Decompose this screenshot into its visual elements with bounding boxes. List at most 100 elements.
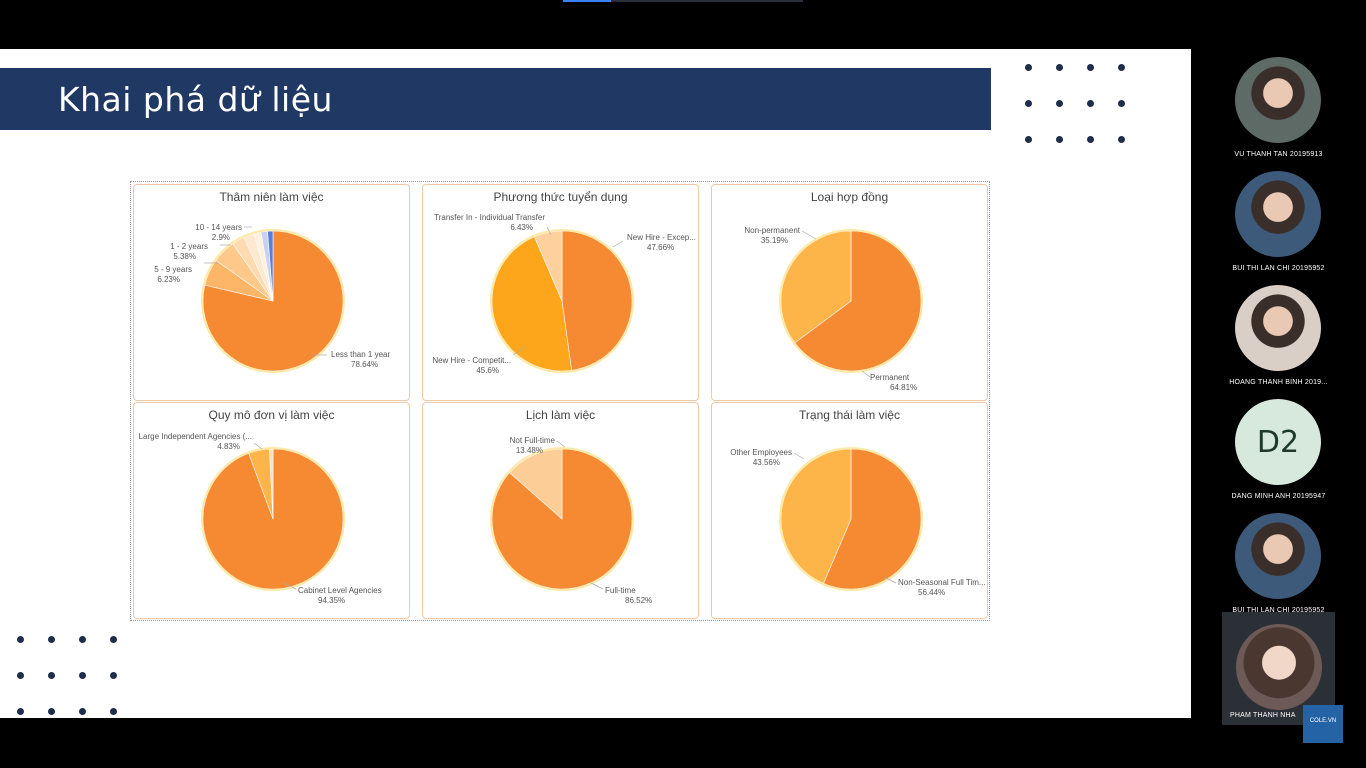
slice-percent-label: 6.43% bbox=[510, 223, 533, 232]
slice-label: Not Full-time bbox=[510, 436, 556, 445]
decor-dot bbox=[79, 636, 86, 643]
decor-dot bbox=[110, 708, 117, 715]
slice-label: Transfer In - Individual Transfer bbox=[434, 213, 545, 222]
slice-label: Other Employees bbox=[730, 448, 792, 457]
leader-line bbox=[793, 452, 805, 460]
slice-label: Cabinet Level Agencies bbox=[298, 586, 382, 595]
participant-initials-avatar: D2 bbox=[1235, 399, 1321, 485]
participant-avatar bbox=[1235, 171, 1321, 257]
screen-share-indicator bbox=[563, 0, 803, 2]
leader-line bbox=[556, 440, 566, 448]
slice-label: Non-permanent bbox=[744, 226, 800, 235]
chart-panel[interactable]: Permanent 64.81% Non-permanent 35.19% Loại h… bbox=[711, 184, 988, 401]
participant-avatar bbox=[1235, 57, 1321, 143]
participant-name: HOANG THANH BINH 2019... bbox=[1229, 379, 1328, 386]
slide-title: Khai phá dữ liệu bbox=[58, 80, 333, 119]
decor-dot bbox=[1056, 64, 1063, 71]
pie-outline bbox=[201, 229, 345, 373]
decor-dot bbox=[110, 672, 117, 679]
participant-name: VU THANH TAN 20195913 bbox=[1234, 151, 1323, 158]
slice-label: Permanent bbox=[870, 373, 910, 382]
chart-panel[interactable]: Less than 1 year 78.64% 5 - 9 years 6.23% 1 … bbox=[133, 184, 410, 401]
participant-avatar bbox=[1235, 513, 1321, 599]
pie-chart: New Hire - Excep...47.66% New Hire - Comp… bbox=[432, 213, 696, 375]
slice-label: 5 - 9 years bbox=[154, 265, 192, 274]
chart-panel[interactable]: New Hire - Excep... 47.66% New Hire - Comp… bbox=[422, 184, 699, 401]
decor-dot bbox=[110, 636, 117, 643]
participant-name: BUI THI LAN CHI 20195952 bbox=[1232, 265, 1325, 272]
pie-slice[interactable] bbox=[780, 230, 852, 344]
leader-line bbox=[612, 240, 624, 248]
pie-chart: Non-Seasonal Full Tim...56.44% Other Empl… bbox=[730, 447, 986, 597]
pie-outline bbox=[779, 447, 923, 591]
decor-dot bbox=[48, 672, 55, 679]
decor-dot bbox=[1056, 136, 1063, 143]
chart-title: Loại hợp đồng bbox=[810, 190, 889, 204]
decor-dots-top-right bbox=[1025, 64, 1130, 144]
participant-avatar bbox=[1236, 624, 1322, 710]
chart-title: Phương thức tuyển dụng bbox=[493, 190, 628, 204]
watermark-logo: COLE.VN bbox=[1303, 705, 1343, 743]
decor-dot bbox=[1087, 100, 1094, 107]
decor-dot bbox=[1025, 100, 1032, 107]
participant-avatar bbox=[1235, 285, 1321, 371]
leader-line bbox=[883, 576, 897, 584]
slice-percent-label: 78.64% bbox=[351, 360, 378, 369]
slice-label: Large Independent Agencies (... bbox=[139, 432, 252, 441]
slice-label: New Hire - Competit... bbox=[432, 356, 511, 365]
decor-dot bbox=[17, 708, 24, 715]
chart-panel[interactable]: Cabinet Level Agencies 94.35% Large Indepe… bbox=[133, 402, 410, 619]
pie-slice[interactable] bbox=[823, 448, 922, 590]
pie-slice[interactable] bbox=[561, 230, 633, 371]
slice-percent-label: 6.23% bbox=[157, 275, 180, 284]
decor-dot bbox=[17, 636, 24, 643]
leader-line bbox=[546, 226, 552, 236]
pie-slice[interactable] bbox=[509, 448, 563, 520]
leader-line bbox=[283, 582, 297, 590]
slice-percent-label: 4.83% bbox=[217, 442, 240, 451]
pie-outline bbox=[201, 447, 345, 591]
chart-title: Thâm niên làm việc bbox=[219, 190, 324, 204]
pie-slice[interactable] bbox=[491, 236, 572, 372]
leader-line bbox=[253, 442, 263, 450]
decor-dot bbox=[1118, 64, 1125, 71]
active-speaker-tile[interactable]: PHAM THANH NHA bbox=[1222, 612, 1335, 725]
participant-name: DANG MINH ANH 20195947 bbox=[1231, 493, 1326, 500]
slice-percent-label: 47.66% bbox=[647, 243, 674, 252]
slice-percent-label: 45.6% bbox=[476, 366, 499, 375]
decor-dot bbox=[1025, 136, 1032, 143]
slice-percent-label: 5.38% bbox=[173, 252, 196, 261]
chart-title: Trạng thái làm việc bbox=[799, 408, 900, 422]
leader-line bbox=[861, 370, 871, 378]
decor-dot bbox=[1025, 64, 1032, 71]
chart-title: Lịch làm việc bbox=[525, 408, 596, 422]
decor-dot bbox=[1056, 100, 1063, 107]
chart-panel[interactable]: Full-time 86.52% Not Full-time 13.48% Lịch l… bbox=[422, 402, 699, 619]
decor-dot bbox=[1087, 136, 1094, 143]
slice-percent-label: 43.56% bbox=[753, 458, 780, 467]
leader-line bbox=[801, 230, 817, 240]
slice-percent-label: 2.9% bbox=[212, 233, 230, 242]
slice-percent-label: 64.81% bbox=[890, 383, 917, 392]
title-band: Khai phá dữ liệu bbox=[0, 68, 991, 130]
pie-outline bbox=[490, 229, 634, 373]
pie-slice[interactable] bbox=[780, 448, 852, 584]
chart-panel[interactable]: Non-Seasonal Full Tim... 56.44% Other Empl… bbox=[711, 402, 988, 619]
slice-label: 1 - 2 years bbox=[170, 242, 208, 251]
watermark-text: COLE.VN bbox=[1309, 718, 1337, 724]
decor-dot bbox=[79, 708, 86, 715]
slice-label: Full-time bbox=[605, 586, 636, 595]
chart-title: Quy mô đơn vị làm việc bbox=[208, 408, 335, 422]
pie-slice[interactable] bbox=[794, 230, 922, 372]
decor-dot bbox=[1118, 136, 1125, 143]
slice-label: Non-Seasonal Full Tim... bbox=[898, 578, 986, 587]
decor-dot bbox=[79, 672, 86, 679]
slice-percent-label: 56.44% bbox=[918, 588, 945, 597]
slice-label: Less than 1 year bbox=[331, 350, 390, 359]
leader-line bbox=[590, 582, 604, 590]
decor-dot bbox=[1118, 100, 1125, 107]
slice-label: 10 - 14 years bbox=[195, 223, 242, 232]
